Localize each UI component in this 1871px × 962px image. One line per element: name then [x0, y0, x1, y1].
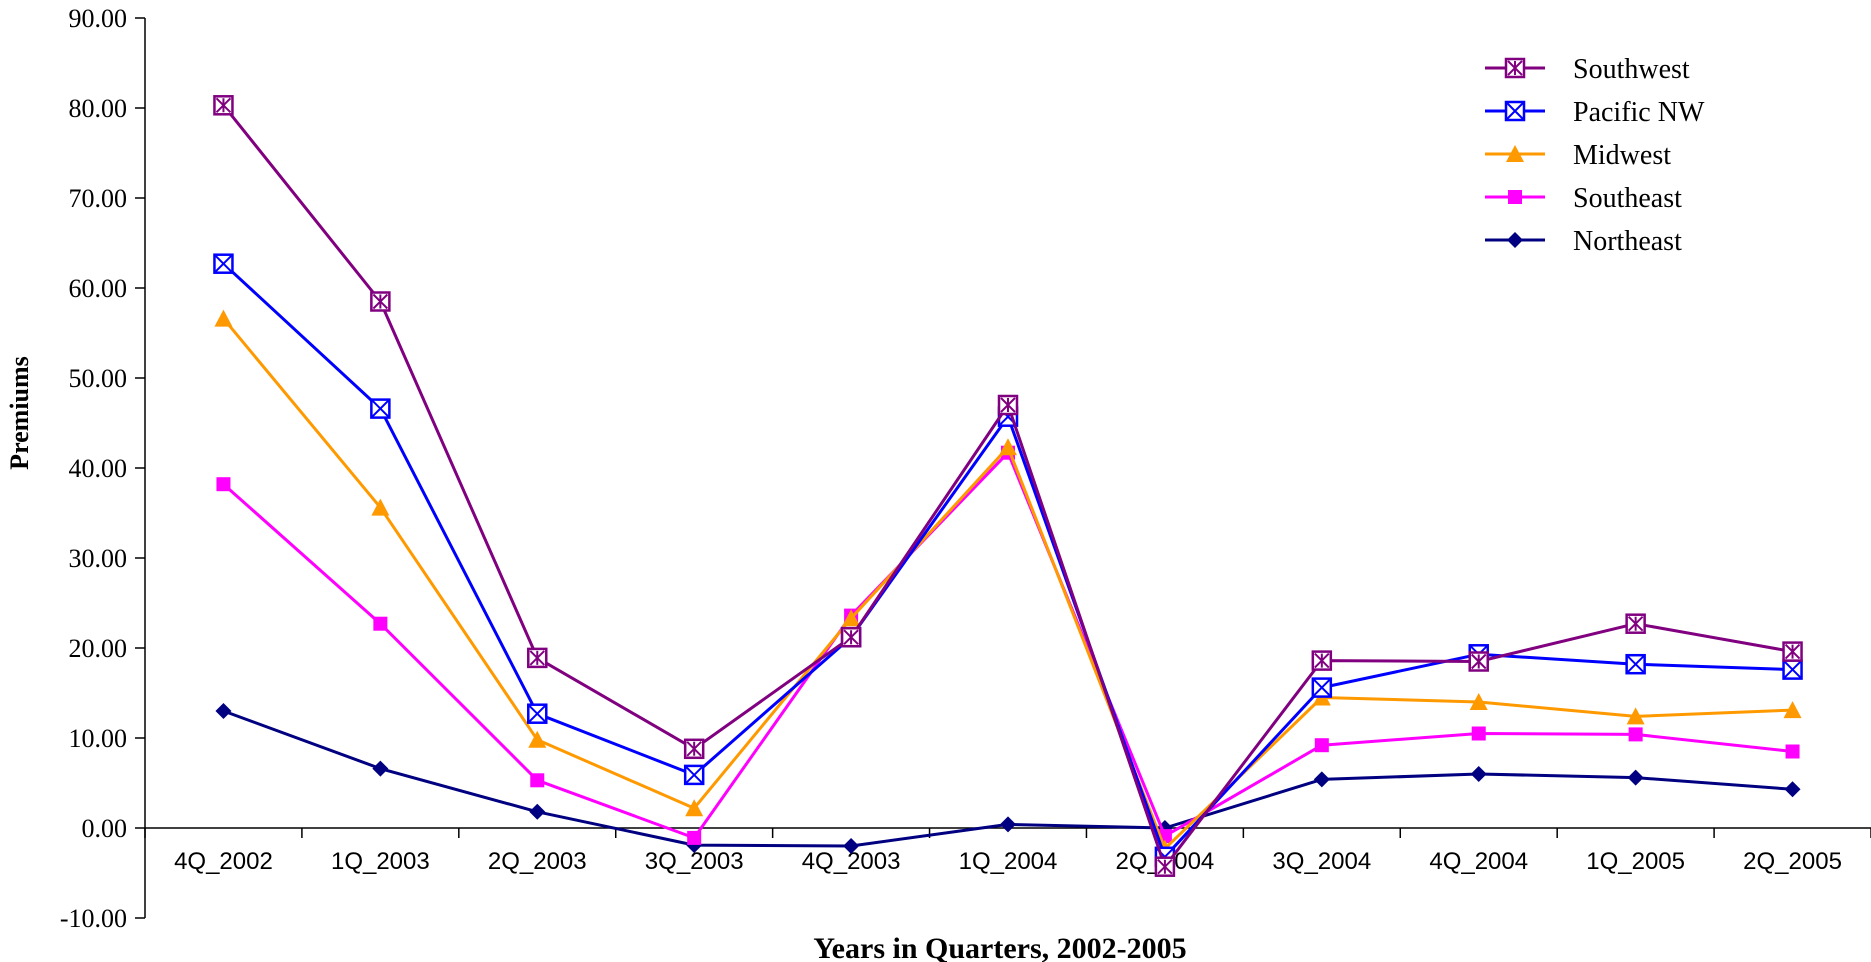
y-tick-label: 80.00	[69, 94, 128, 123]
data-point-pacific-nw	[1311, 677, 1333, 698]
legend-item-northeast: Northeast	[1485, 226, 1682, 257]
data-point-northeast	[843, 838, 860, 854]
x-tick-label: 2Q_2005	[1743, 848, 1842, 875]
data-point-pacific-nw	[1625, 653, 1646, 675]
legend-marker	[1506, 145, 1524, 162]
legend-item-midwest: Midwest	[1485, 140, 1671, 171]
data-point-northeast	[1470, 766, 1487, 782]
data-point-pacific-nw	[213, 253, 234, 274]
legend-marker	[1504, 57, 1526, 79]
y-tick-label: 60.00	[69, 274, 128, 303]
y-tick-label: 20.00	[69, 634, 128, 663]
y-tick-label: 10.00	[69, 724, 128, 753]
data-point-northeast	[1627, 769, 1644, 786]
data-point-southeast	[1785, 744, 1800, 759]
data-point-southwest	[683, 738, 705, 760]
y-tick-label: -10.00	[60, 904, 127, 933]
data-point-southwest	[527, 647, 548, 669]
data-point-southeast	[1628, 727, 1643, 742]
data-point-pacific-nw	[1782, 659, 1803, 680]
series-line-southwest	[222, 104, 1793, 869]
x-tick-label: 2Q_2003	[488, 848, 587, 875]
data-point-southwest	[1311, 650, 1333, 671]
series-line-pacific-nw	[222, 262, 1793, 859]
data-point-midwest	[1469, 693, 1488, 710]
data-point-southwest	[997, 394, 1019, 416]
data-point-pacific-nw	[527, 703, 548, 724]
data-point-southwest	[1625, 613, 1646, 634]
y-tick-label: 0.00	[82, 814, 128, 843]
x-tick-label: 3Q_2004	[1272, 848, 1371, 875]
data-point-midwest	[1783, 701, 1802, 719]
y-tick-label: 90.00	[69, 4, 128, 33]
y-axis-title: Premiums	[5, 356, 34, 470]
legend-item-southwest: Southwest	[1485, 54, 1690, 85]
data-point-midwest	[528, 730, 547, 748]
data-point-southeast	[216, 477, 231, 492]
data-point-southwest	[1468, 651, 1489, 672]
data-point-midwest	[214, 309, 233, 327]
data-point-southwest	[213, 95, 234, 116]
legend-item-southeast: Southeast	[1485, 183, 1682, 214]
legend-item-pacific-nw: Pacific NW	[1485, 97, 1705, 128]
data-point-southwest	[1154, 856, 1176, 877]
x-tick-label: 4Q_2002	[174, 848, 273, 875]
data-point-northeast	[1000, 816, 1016, 833]
data-point-southeast	[373, 616, 388, 631]
data-point-pacific-nw	[370, 398, 391, 419]
legend-label: Northeast	[1573, 226, 1682, 257]
x-axis-ticks: 4Q_2002 1Q_2003 2Q_2003 3Q_2003 4Q_2003 1Q_20…	[144, 828, 1871, 875]
data-point-northeast	[215, 703, 232, 719]
data-point-northeast	[1784, 781, 1801, 798]
data-point-southwest	[370, 291, 391, 312]
data-point-southeast	[1314, 738, 1329, 753]
series-line-southeast	[222, 451, 1793, 840]
series-northeast	[215, 703, 1801, 854]
series-southeast	[216, 445, 1800, 845]
data-point-southwest	[840, 626, 862, 648]
legend: Southwest Pacific NW Midwest Southeast North…	[1485, 54, 1705, 257]
y-tick-label: 40.00	[69, 454, 128, 483]
x-tick-label: 4Q_2004	[1429, 848, 1528, 875]
x-tick-label: 1Q_2005	[1586, 848, 1685, 875]
y-tick-label: 30.00	[69, 544, 128, 573]
y-axis-ticks: -10.00 0.00 10.00 20.00 30.00 40.00 50.00 60.00…	[60, 4, 145, 933]
legend-marker	[1504, 100, 1526, 122]
data-point-northeast	[1313, 771, 1330, 788]
series-southwest	[213, 95, 1803, 877]
data-point-northeast	[372, 760, 389, 777]
data-point-midwest	[842, 609, 861, 627]
legend-label: Southeast	[1573, 183, 1682, 214]
legend-label: Southwest	[1573, 54, 1690, 85]
data-point-northeast	[529, 803, 546, 820]
legend-label: Midwest	[1573, 140, 1671, 171]
x-tick-label: 1Q_2003	[331, 848, 430, 875]
series-pacific-nw	[213, 253, 1803, 868]
legend-label: Pacific NW	[1573, 97, 1705, 128]
data-point-pacific-nw	[683, 764, 705, 786]
data-point-southwest	[1782, 641, 1803, 662]
y-tick-label: 70.00	[69, 184, 128, 213]
data-point-southeast	[530, 773, 545, 788]
data-point-southeast	[687, 830, 702, 845]
x-axis-title: Years in Quarters, 2002-2005	[813, 932, 1186, 962]
data-point-southeast	[1471, 726, 1486, 741]
data-point-midwest	[1626, 707, 1645, 725]
y-tick-label: 50.00	[69, 364, 128, 393]
data-point-midwest	[685, 799, 704, 817]
data-point-midwest	[999, 438, 1017, 456]
legend-marker	[1508, 190, 1522, 204]
data-point-midwest	[371, 498, 390, 516]
x-tick-label: 1Q_2004	[959, 848, 1058, 875]
series-layer	[213, 95, 1803, 877]
legend-marker	[1507, 232, 1523, 248]
